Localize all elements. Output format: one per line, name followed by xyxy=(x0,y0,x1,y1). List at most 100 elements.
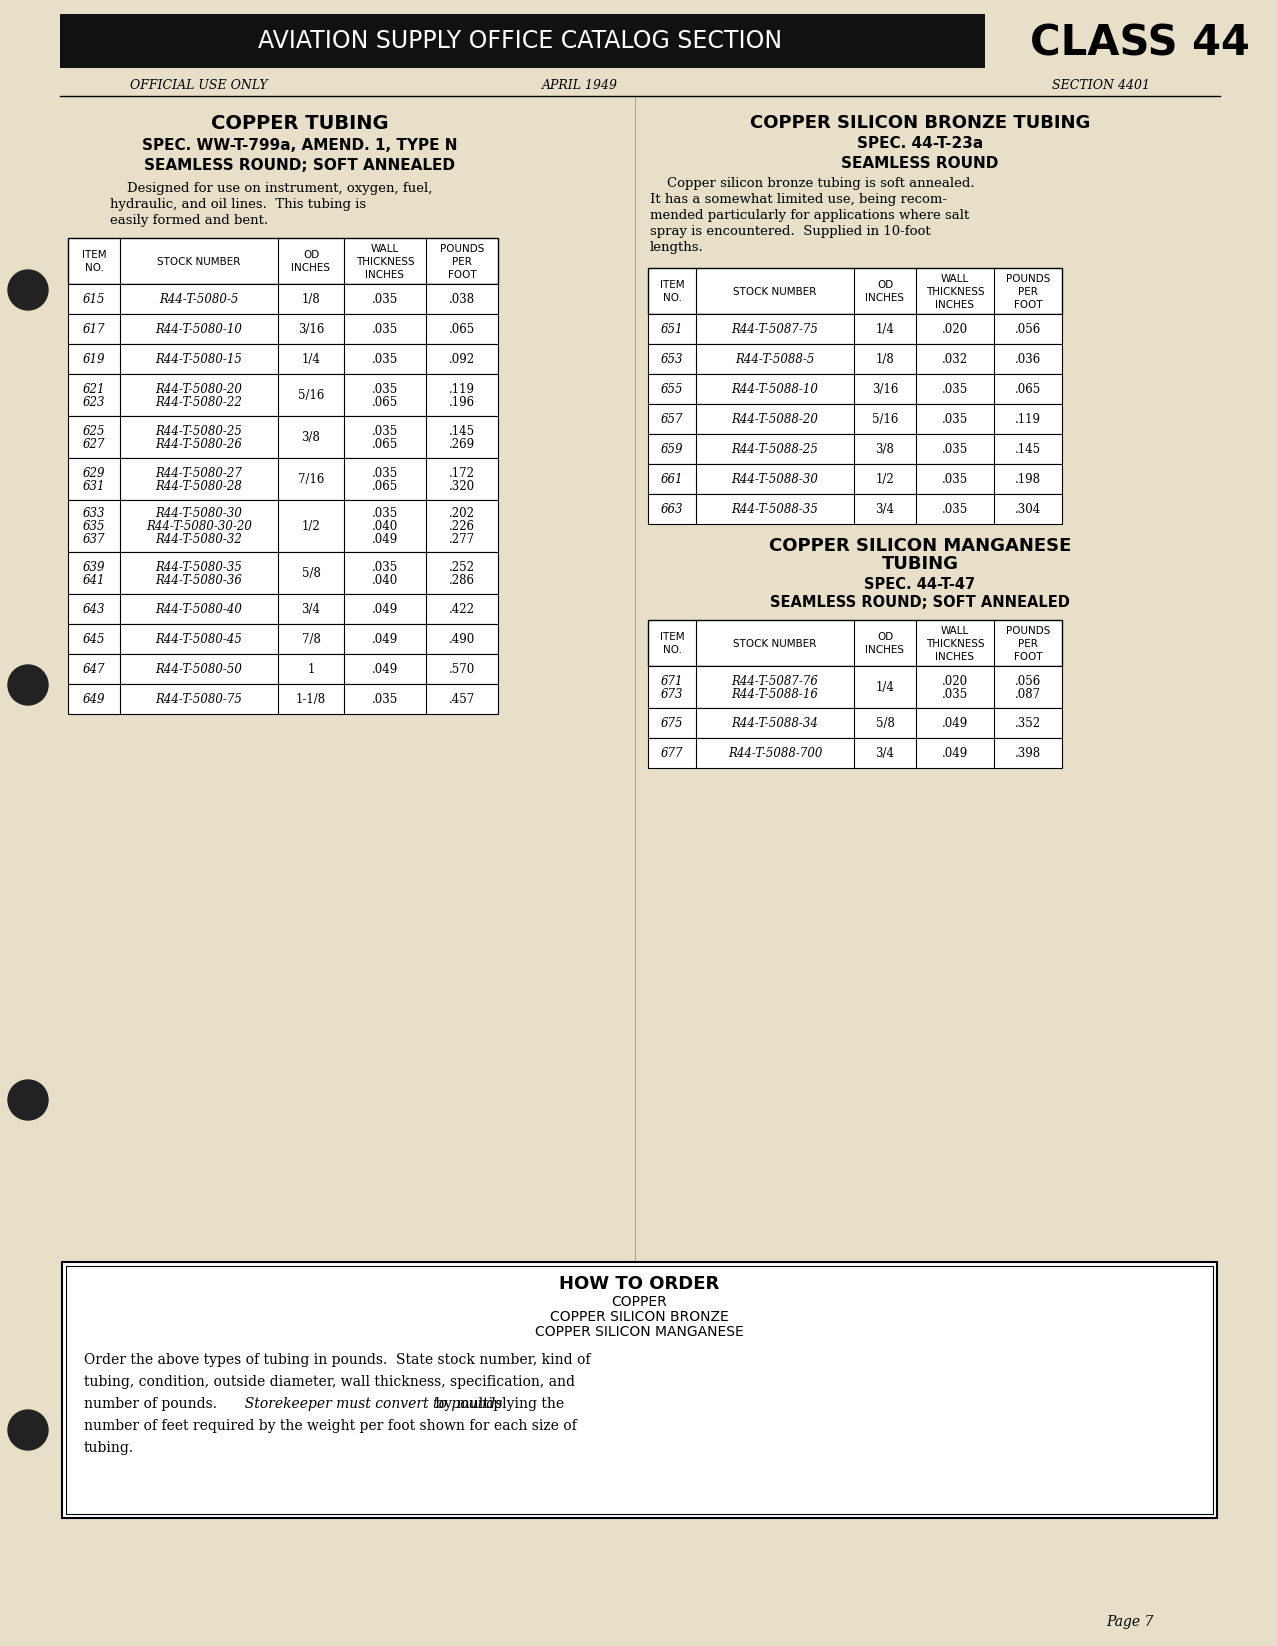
Text: 671: 671 xyxy=(660,675,683,688)
Text: COPPER SILICON BRONZE: COPPER SILICON BRONZE xyxy=(550,1310,729,1323)
Text: 1/8: 1/8 xyxy=(301,293,321,306)
Text: 3/8: 3/8 xyxy=(876,443,894,456)
Text: PER: PER xyxy=(452,257,472,267)
Text: .035: .035 xyxy=(372,507,398,520)
Text: WALL: WALL xyxy=(370,244,400,253)
Text: spray is encountered.  Supplied in 10-foot: spray is encountered. Supplied in 10-foo… xyxy=(650,224,931,237)
Bar xyxy=(63,1262,1217,1518)
Text: SPEC. 44-T-23a: SPEC. 44-T-23a xyxy=(857,135,983,150)
Text: 651: 651 xyxy=(660,323,683,336)
Text: STOCK NUMBER: STOCK NUMBER xyxy=(733,286,817,296)
Text: 3/4: 3/4 xyxy=(876,504,894,515)
Bar xyxy=(68,239,498,285)
Text: THICKNESS: THICKNESS xyxy=(926,286,985,296)
Text: .226: .226 xyxy=(450,520,475,533)
Text: 637: 637 xyxy=(83,533,105,546)
Text: 5/8: 5/8 xyxy=(876,718,894,729)
Text: R44-T-5080-15: R44-T-5080-15 xyxy=(156,352,243,365)
Circle shape xyxy=(8,270,49,309)
Text: .035: .035 xyxy=(942,413,968,426)
Bar xyxy=(68,416,498,458)
Text: .087: .087 xyxy=(1015,688,1041,701)
Text: 617: 617 xyxy=(83,323,105,336)
Text: 635: 635 xyxy=(83,520,105,533)
Text: .035: .035 xyxy=(942,688,968,701)
Bar xyxy=(647,403,1062,435)
Text: SEAMLESS ROUND; SOFT ANNEALED: SEAMLESS ROUND; SOFT ANNEALED xyxy=(770,594,1070,609)
Text: INCHES: INCHES xyxy=(936,300,974,309)
Text: OD: OD xyxy=(877,280,893,290)
Text: .035: .035 xyxy=(942,443,968,456)
Text: R44-T-5080-20: R44-T-5080-20 xyxy=(156,382,243,395)
Text: Copper silicon bronze tubing is soft annealed.: Copper silicon bronze tubing is soft ann… xyxy=(650,176,974,189)
Text: .035: .035 xyxy=(942,504,968,515)
Text: .172: .172 xyxy=(450,466,475,479)
Text: 629: 629 xyxy=(83,466,105,479)
Text: R44-T-5088-35: R44-T-5088-35 xyxy=(732,504,819,515)
Text: R44-T-5080-28: R44-T-5080-28 xyxy=(156,479,243,492)
Text: WALL: WALL xyxy=(941,273,969,283)
Text: It has a somewhat limited use, being recom-: It has a somewhat limited use, being rec… xyxy=(650,193,948,206)
Text: .038: .038 xyxy=(450,293,475,306)
Text: .119: .119 xyxy=(450,382,475,395)
Bar xyxy=(68,685,498,714)
Text: .490: .490 xyxy=(450,634,475,645)
Text: COPPER SILICON MANGANESE: COPPER SILICON MANGANESE xyxy=(769,537,1071,555)
Text: 623: 623 xyxy=(83,395,105,408)
Text: Page 7: Page 7 xyxy=(1106,1615,1153,1630)
Text: INCHES: INCHES xyxy=(936,652,974,662)
Text: R44-T-5087-76: R44-T-5087-76 xyxy=(732,675,819,688)
Text: .457: .457 xyxy=(450,693,475,706)
Text: R44-T-5080-75: R44-T-5080-75 xyxy=(156,693,243,706)
Text: .065: .065 xyxy=(1015,384,1041,397)
Text: number of feet required by the weight per foot shown for each size of: number of feet required by the weight pe… xyxy=(84,1419,577,1434)
Bar xyxy=(66,1266,1213,1514)
Text: R44-T-5080-40: R44-T-5080-40 xyxy=(156,602,243,616)
Text: .422: .422 xyxy=(450,602,475,616)
Text: R44-T-5080-22: R44-T-5080-22 xyxy=(156,395,243,408)
Text: R44-T-5080-45: R44-T-5080-45 xyxy=(156,634,243,645)
Bar xyxy=(68,624,498,653)
Text: .198: .198 xyxy=(1015,472,1041,486)
Text: R44-T-5088-16: R44-T-5088-16 xyxy=(732,688,819,701)
Text: R44-T-5080-10: R44-T-5080-10 xyxy=(156,323,243,336)
Text: R44-T-5087-75: R44-T-5087-75 xyxy=(732,323,819,336)
Bar xyxy=(68,500,498,551)
Text: OD: OD xyxy=(877,632,893,642)
Text: R44-T-5088-700: R44-T-5088-700 xyxy=(728,747,822,760)
Text: .032: .032 xyxy=(942,352,968,365)
Text: ITEM: ITEM xyxy=(82,250,106,260)
Bar xyxy=(647,667,1062,708)
Text: STOCK NUMBER: STOCK NUMBER xyxy=(157,257,240,267)
Text: 657: 657 xyxy=(660,413,683,426)
Text: .277: .277 xyxy=(450,533,475,546)
Text: SECTION 4401: SECTION 4401 xyxy=(1052,79,1151,92)
Text: .040: .040 xyxy=(372,520,398,533)
Text: STOCK NUMBER: STOCK NUMBER xyxy=(733,639,817,649)
Text: THICKNESS: THICKNESS xyxy=(356,257,414,267)
Text: .035: .035 xyxy=(372,352,398,365)
Text: .352: .352 xyxy=(1015,718,1041,729)
Text: .065: .065 xyxy=(372,395,398,408)
Bar xyxy=(647,494,1062,523)
Text: .035: .035 xyxy=(372,382,398,395)
Text: .049: .049 xyxy=(942,747,968,760)
Text: INCHES: INCHES xyxy=(365,270,405,280)
Bar xyxy=(68,551,498,594)
Text: .035: .035 xyxy=(942,384,968,397)
Text: .035: .035 xyxy=(372,293,398,306)
Text: 633: 633 xyxy=(83,507,105,520)
Text: NO.: NO. xyxy=(84,263,103,273)
Text: ITEM: ITEM xyxy=(660,632,684,642)
Text: R44-T-5088-30: R44-T-5088-30 xyxy=(732,472,819,486)
Circle shape xyxy=(8,1411,49,1450)
Text: FOOT: FOOT xyxy=(1014,300,1042,309)
Text: 5/16: 5/16 xyxy=(872,413,898,426)
Text: 3/4: 3/4 xyxy=(301,602,321,616)
Text: COPPER SILICON BRONZE TUBING: COPPER SILICON BRONZE TUBING xyxy=(750,114,1091,132)
Text: 659: 659 xyxy=(660,443,683,456)
Text: .035: .035 xyxy=(372,323,398,336)
Text: .049: .049 xyxy=(942,718,968,729)
Text: 677: 677 xyxy=(660,747,683,760)
Text: 645: 645 xyxy=(83,634,105,645)
